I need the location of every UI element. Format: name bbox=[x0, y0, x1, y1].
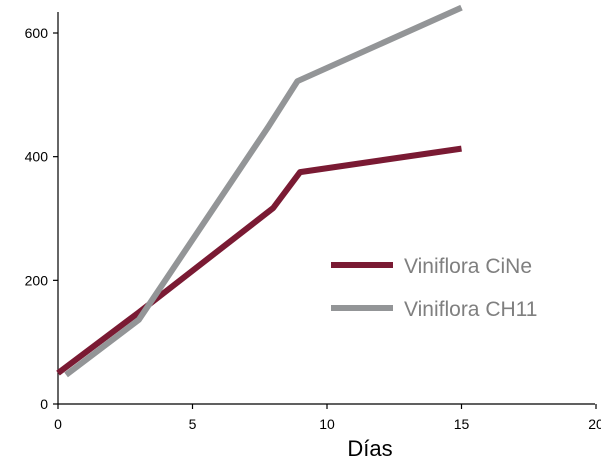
x-tick-label: 5 bbox=[189, 416, 197, 432]
legend-label: Viniflora CH11 bbox=[404, 298, 537, 321]
y-ticks: 0 200 400 600 bbox=[25, 25, 58, 412]
x-tick-label: 10 bbox=[319, 416, 335, 432]
legend-label: Viniflora CiNe bbox=[404, 255, 532, 278]
series-line-1 bbox=[56, 145, 462, 376]
series-lines bbox=[56, 4, 463, 378]
legend: Viniflora CiNe Viniflora CH11 bbox=[331, 255, 537, 321]
y-tick-label: 600 bbox=[25, 25, 49, 41]
x-tick-label: 0 bbox=[54, 416, 62, 432]
y-tick-label: 0 bbox=[40, 396, 48, 412]
x-tick-label: 15 bbox=[454, 416, 470, 432]
y-tick-label: 400 bbox=[25, 149, 49, 165]
y-tick-label: 200 bbox=[25, 272, 49, 288]
series-line-2 bbox=[64, 4, 463, 378]
x-tick-label: 20 bbox=[588, 416, 601, 432]
x-ticks: 0 5 10 15 20 bbox=[54, 404, 601, 432]
x-axis-title: Días bbox=[347, 436, 392, 459]
